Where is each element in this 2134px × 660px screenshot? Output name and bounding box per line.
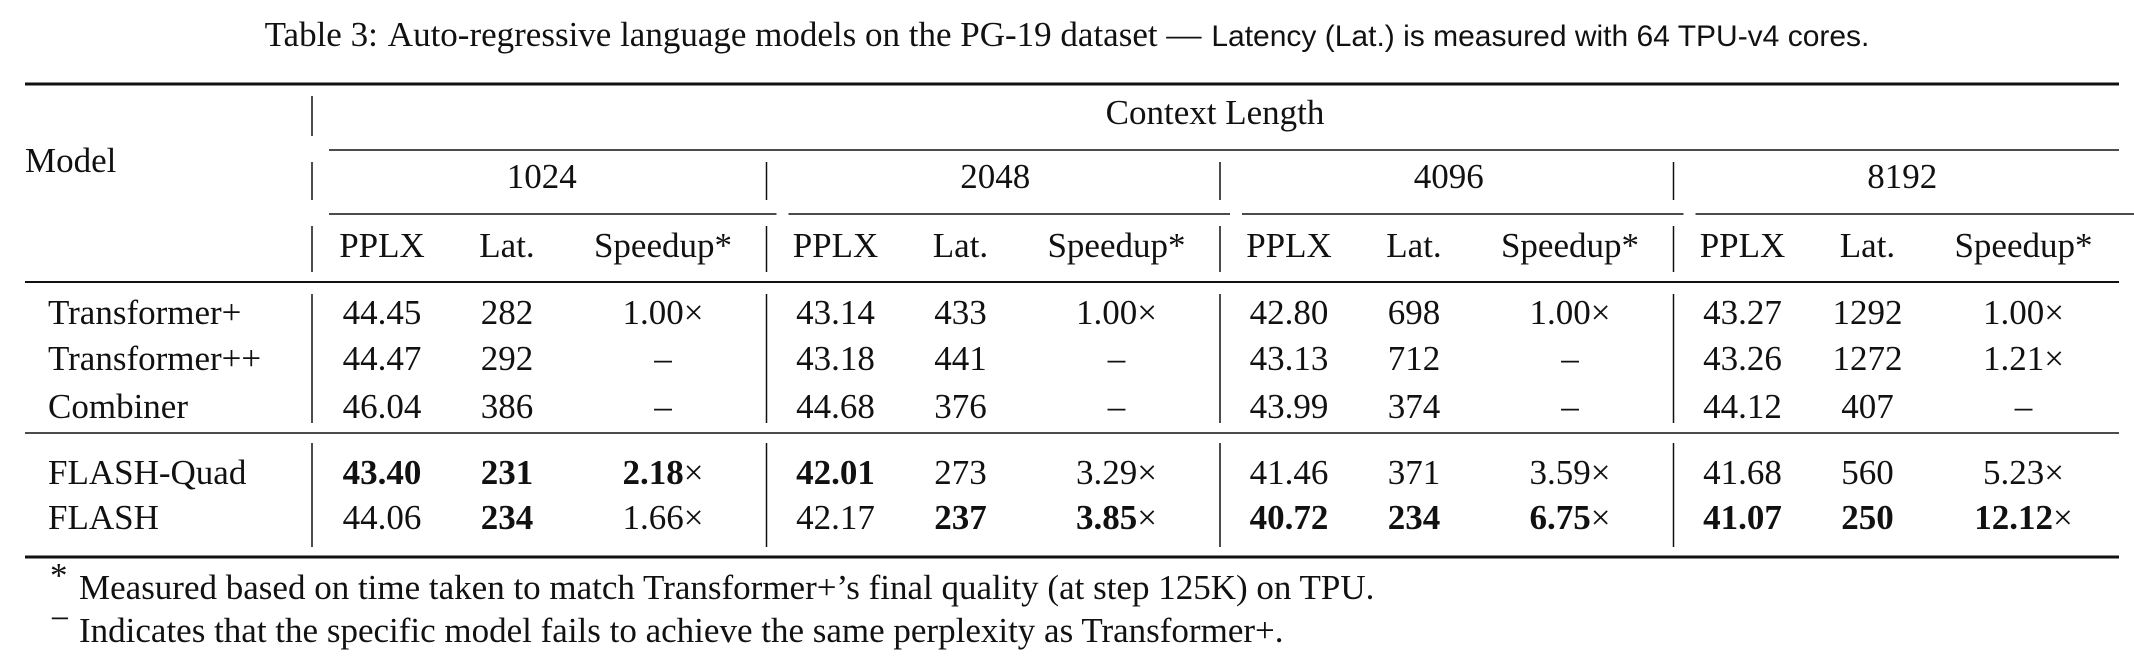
table-cell: 42.17 <box>796 498 875 537</box>
table-cell: 3.85× <box>1076 498 1157 537</box>
model-name: FLASH <box>48 498 159 537</box>
table-cell: 376 <box>934 387 987 426</box>
footnote-mark: * <box>50 556 68 595</box>
metric-header: Lat. <box>1840 226 1895 265</box>
table-cell: 42.80 <box>1250 293 1329 332</box>
footnote-text: Measured based on time taken to match Tr… <box>79 568 1374 607</box>
table-cell: 41.68 <box>1703 453 1782 492</box>
table-cell: – <box>2014 387 2033 426</box>
table-cell: 43.40 <box>343 453 422 492</box>
context-header: 2048 <box>960 157 1030 196</box>
table-cell: 41.46 <box>1250 453 1329 492</box>
model-header: Model <box>25 141 117 180</box>
table-cell: 1.00× <box>623 293 704 332</box>
table-cell: 41.07 <box>1703 498 1782 537</box>
group-header: Context Length <box>1106 93 1325 132</box>
table-cell: 282 <box>481 293 534 332</box>
table-cell: 1.00× <box>1076 293 1157 332</box>
table-cell: 6.75× <box>1530 498 1611 537</box>
context-header: 4096 <box>1414 157 1484 196</box>
table-cell: 1272 <box>1833 339 1903 378</box>
table-cell: 43.26 <box>1703 339 1782 378</box>
table-cell: 44.68 <box>796 387 875 426</box>
metric-header: Lat. <box>1386 226 1441 265</box>
metric-header: Lat. <box>933 226 988 265</box>
metric-header: PPLX <box>793 226 879 265</box>
table-cell: 40.72 <box>1250 498 1329 537</box>
model-name: FLASH-Quad <box>48 453 247 492</box>
table-cell: 2.18× <box>623 453 704 492</box>
table-cell: – <box>1560 339 1579 378</box>
table-cell: 386 <box>481 387 534 426</box>
metric-header: Speedup* <box>1954 226 2092 265</box>
table-cell: 43.99 <box>1250 387 1329 426</box>
table-cell: – <box>653 387 672 426</box>
caption: Table 3: Auto-regressive language models … <box>265 15 1870 54</box>
table-cell: 1292 <box>1833 293 1903 332</box>
table-cell: 712 <box>1388 339 1441 378</box>
table-cell: 43.14 <box>796 293 875 332</box>
model-name: Transformer+ <box>48 293 241 332</box>
table-cell: 5.23× <box>1983 453 2064 492</box>
table-cell: 43.13 <box>1250 339 1329 378</box>
caption-main: Auto-regressive language models on the P… <box>388 15 1203 54</box>
metric-header: PPLX <box>1246 226 1332 265</box>
table-cell: – <box>653 339 672 378</box>
table-cell: 234 <box>1388 498 1441 537</box>
table-cell: – <box>1560 387 1579 426</box>
footnote-mark: − <box>50 599 70 638</box>
table-cell: 1.66× <box>623 498 704 537</box>
table-cell: 407 <box>1841 387 1894 426</box>
metric-header: Speedup* <box>1047 226 1185 265</box>
table-cell: 12.12× <box>1974 498 2073 537</box>
table-cell: 1.00× <box>1983 293 2064 332</box>
metric-header: Speedup* <box>594 226 732 265</box>
context-header: 1024 <box>507 157 577 196</box>
metric-header: PPLX <box>339 226 425 265</box>
table-cell: – <box>1107 387 1126 426</box>
table-cell: 44.06 <box>343 498 422 537</box>
model-name: Transformer++ <box>48 339 261 378</box>
table-cell: 273 <box>934 453 987 492</box>
table-cell: 1.21× <box>1983 339 2064 378</box>
table-cell: 234 <box>481 498 534 537</box>
caption-note: Latency (Lat.) is measured with 64 TPU-v… <box>1211 20 1869 53</box>
table-cell: 433 <box>934 293 987 332</box>
table-cell: – <box>1107 339 1126 378</box>
table-cell: 46.04 <box>343 387 422 426</box>
table-cell: 250 <box>1841 498 1894 537</box>
table-cell: 43.27 <box>1703 293 1782 332</box>
table-cell: 231 <box>481 453 534 492</box>
caption-label: Table 3: <box>265 15 378 54</box>
table-cell: 1.00× <box>1530 293 1611 332</box>
table-cell: 371 <box>1388 453 1441 492</box>
table-cell: 292 <box>481 339 534 378</box>
footnote-text: Indicates that the specific model fails … <box>79 611 1284 650</box>
table-cell: 44.45 <box>343 293 422 332</box>
table-cell: 44.47 <box>343 339 422 378</box>
table-cell: 560 <box>1841 453 1894 492</box>
table-cell: 374 <box>1388 387 1441 426</box>
metric-header: Speedup* <box>1501 226 1639 265</box>
context-header: 8192 <box>1867 157 1937 196</box>
table-cell: 42.01 <box>796 453 875 492</box>
model-name: Combiner <box>48 387 188 426</box>
metric-header: PPLX <box>1700 226 1786 265</box>
table-cell: 698 <box>1388 293 1441 332</box>
metric-header: Lat. <box>479 226 534 265</box>
table-cell: 441 <box>934 339 987 378</box>
table-cell: 3.29× <box>1076 453 1157 492</box>
table-cell: 44.12 <box>1703 387 1782 426</box>
table-cell: 3.59× <box>1530 453 1611 492</box>
table-cell: 237 <box>934 498 987 537</box>
table-cell: 43.18 <box>796 339 875 378</box>
